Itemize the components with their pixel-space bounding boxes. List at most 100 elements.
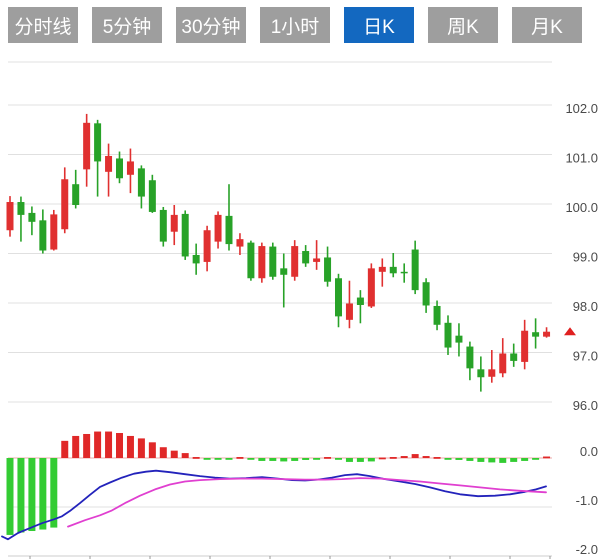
macd-bar (28, 458, 36, 532)
candle-body (28, 212, 36, 222)
candle-body (192, 254, 200, 264)
candle-body (148, 180, 156, 212)
macd-bar (280, 458, 288, 462)
tab-time-line[interactable]: 分时线 (8, 7, 78, 43)
candle-body (94, 123, 102, 162)
candle (247, 240, 255, 281)
candle (170, 204, 178, 246)
macd-bar (94, 431, 102, 458)
candle-body (170, 214, 178, 232)
candle-body (335, 278, 342, 317)
candle (6, 196, 14, 237)
tab-daily-k[interactable]: 日K (344, 7, 414, 43)
candle-body (389, 266, 397, 274)
tab-30min[interactable]: 30分钟 (176, 7, 246, 43)
macd-axis-label: 0.0 (580, 444, 598, 459)
candle-body (61, 179, 69, 230)
candle-body (400, 271, 408, 274)
candle (148, 174, 156, 213)
period-tabbar: 分时线 5分钟 30分钟 1小时 日K 周K 月K (0, 7, 604, 43)
candle-body (422, 282, 430, 306)
candle (510, 343, 518, 367)
price-panel: 102.0 101.0 100.0 99.0 98.0 97.0 96.0 (6, 61, 598, 413)
candle (302, 245, 310, 267)
candle (214, 211, 222, 249)
price-axis-label: 99.0 (573, 250, 598, 265)
macd-panel: 0.0 -1.0 -2.0 (1, 431, 598, 559)
candle-body (455, 335, 463, 343)
macd-bar (203, 458, 211, 460)
macd-bar (72, 435, 80, 458)
candle (126, 148, 134, 194)
candle-body (17, 202, 25, 215)
macd-bar (6, 458, 14, 535)
tab-5min[interactable]: 5分钟 (92, 7, 162, 43)
candle-body (466, 346, 474, 369)
tab-weekly-k[interactable]: 周K (428, 7, 498, 43)
candle (532, 318, 540, 349)
candle-body (356, 297, 364, 305)
candle (269, 242, 277, 280)
candle-body (302, 251, 310, 264)
macd-bar (367, 458, 375, 462)
macd-bar (50, 458, 58, 528)
candle (105, 143, 113, 197)
candle (367, 263, 375, 308)
candle (356, 290, 364, 324)
macd-bar (17, 458, 25, 533)
macd-bar (214, 458, 222, 460)
candle (543, 327, 551, 338)
candle-body (521, 330, 529, 362)
macd-bar (433, 457, 441, 459)
macd-bar (159, 447, 167, 458)
macd-bar (499, 458, 507, 463)
candle-body (105, 155, 113, 172)
macd-bar (510, 458, 518, 462)
candle (181, 210, 189, 260)
candle (116, 151, 123, 184)
candle-body (345, 303, 353, 320)
candle-body (6, 202, 14, 231)
candle-body (181, 213, 189, 257)
macd-bar (116, 433, 123, 458)
macd-bar (345, 458, 353, 462)
macd-bar (291, 458, 299, 461)
macd-bar (236, 457, 244, 459)
candle (378, 258, 386, 287)
macd-bar (466, 458, 474, 461)
candle (61, 167, 69, 234)
candle-body (159, 209, 167, 242)
macd-bar (477, 458, 485, 462)
macd-axis-label: -2.0 (576, 542, 598, 557)
candle-body (83, 122, 91, 170)
candle-body (367, 268, 375, 307)
macd-bar (400, 456, 408, 458)
candle-body (324, 257, 332, 282)
candle (335, 273, 342, 328)
macd-bar (137, 438, 145, 458)
candle (258, 242, 266, 283)
price-axis-label: 96.0 (573, 398, 598, 413)
candle-body (236, 239, 244, 247)
candle-body (203, 230, 211, 262)
candle (345, 280, 353, 329)
macd-bar (269, 458, 277, 461)
candle (313, 240, 321, 270)
candle-body (444, 322, 452, 348)
tab-1hour[interactable]: 1小时 (260, 7, 330, 43)
candle-body (269, 246, 277, 277)
candle-body (50, 214, 58, 250)
macd-bar (148, 442, 156, 458)
tab-monthly-k[interactable]: 月K (512, 7, 582, 43)
candle (411, 240, 419, 295)
candle (50, 209, 58, 251)
candle-body (280, 268, 288, 275)
candle-body (532, 332, 540, 337)
macd-bar (126, 435, 134, 458)
candle-body (543, 331, 551, 337)
candle-body (137, 168, 145, 197)
candle (72, 169, 80, 209)
candle-body (126, 161, 134, 175)
